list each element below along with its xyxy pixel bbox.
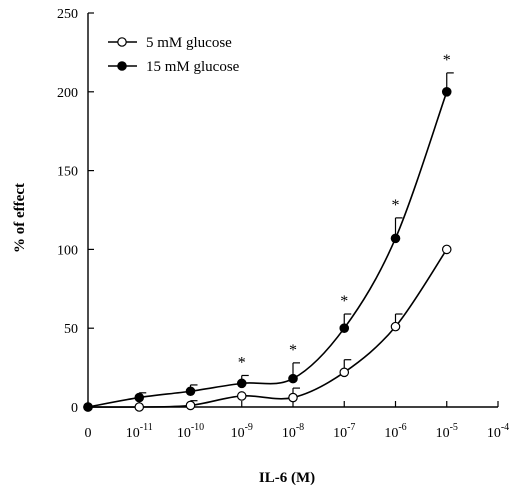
legend: 5 mM glucose 15 mM glucose xyxy=(108,35,240,75)
y-tick-label: 250 xyxy=(57,7,78,22)
x-tick-label: 10-7 xyxy=(333,422,355,441)
plot-area: * * * * * xyxy=(83,52,454,412)
legend-label: 15 mM glucose xyxy=(146,59,240,75)
legend-label: 5 mM glucose xyxy=(146,35,232,51)
significance-star: * xyxy=(340,293,348,310)
x-tick-label: 10-5 xyxy=(436,422,458,441)
x-tick-label: 10-11 xyxy=(126,422,153,441)
series-5mm-point xyxy=(288,392,298,403)
y-axis-label: % of effect xyxy=(12,183,28,253)
series-15mm-point xyxy=(236,378,247,389)
x-tick-label: 10-4 xyxy=(487,422,509,441)
series-15mm-point xyxy=(83,402,93,412)
series-15mm-point xyxy=(288,373,298,384)
series-15mm-point xyxy=(339,323,350,333)
significance-star: * xyxy=(443,52,451,69)
series-5mm-point xyxy=(339,367,350,378)
y-tick-label: 0 xyxy=(71,401,78,416)
significance-star: * xyxy=(289,342,297,359)
legend-marker xyxy=(117,61,127,71)
series-5mm-point xyxy=(441,244,452,255)
axes: 0 50 100 150 200 250 0 10-11 10-10 10-9 10-8 10-7 10… xyxy=(57,7,509,441)
significance-star: * xyxy=(238,354,246,371)
series-15mm-point xyxy=(390,233,401,244)
series-15mm-line xyxy=(87,91,448,408)
y-tick-label: 150 xyxy=(57,165,78,180)
series-15mm-point xyxy=(134,392,145,403)
y-tick-label: 50 xyxy=(64,322,78,337)
legend-marker xyxy=(117,37,127,47)
series-5mm-point xyxy=(185,400,196,411)
series-5mm-point xyxy=(134,402,145,412)
significance-star: * xyxy=(392,197,400,214)
x-tick-label: 10-8 xyxy=(282,422,304,441)
series-5mm-point xyxy=(390,321,401,332)
x-axis-label: IL-6 (M) xyxy=(259,470,315,486)
x-tick-label: 0 xyxy=(85,426,92,441)
x-tick-label: 10-6 xyxy=(384,422,406,441)
series-5mm-point xyxy=(236,391,247,401)
series-15mm-point xyxy=(441,87,452,97)
series-15mm-point xyxy=(185,386,196,397)
y-tick-label: 100 xyxy=(57,243,78,258)
y-tick-label: 200 xyxy=(57,86,78,101)
x-tick-label: 10-9 xyxy=(231,422,253,441)
x-tick-label: 10-10 xyxy=(177,422,204,441)
